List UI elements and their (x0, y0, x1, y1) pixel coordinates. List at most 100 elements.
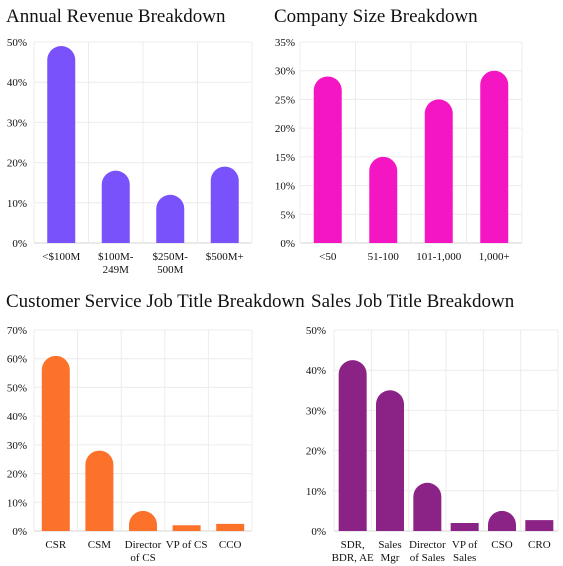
chart-title: Customer Service Job Title Breakdown (6, 291, 305, 312)
x-tick-label: CSO (491, 539, 512, 551)
x-tick-label-line: of CS (130, 552, 155, 564)
x-tick-label-line: SDR, (341, 539, 365, 551)
y-tick-label: 30% (7, 117, 27, 129)
bar (41, 355, 70, 531)
y-tick-label: 40% (7, 411, 27, 423)
y-tick-label: 50% (7, 37, 27, 49)
x-tick-label-line: 51-100 (368, 251, 400, 263)
x-tick-label: Director of Sales (409, 539, 446, 564)
x-tick-label: Director of CS (125, 539, 162, 564)
x-tick-label-line: $500M+ (206, 251, 244, 263)
y-tick-label: 30% (275, 66, 295, 78)
x-tick-label: CRO (528, 539, 551, 551)
chart-title: Sales Job Title Breakdown (311, 291, 515, 312)
x-tick-label-line: 101-1,000 (416, 251, 461, 263)
x-tick-label: Sales Mgr (378, 539, 401, 564)
y-tick-label: 0% (311, 526, 326, 538)
x-tick-label: VP of CS (166, 539, 208, 551)
bar (216, 523, 245, 531)
y-tick-label: 60% (7, 354, 27, 366)
bar (480, 70, 509, 243)
bar (172, 525, 201, 531)
bar (313, 76, 342, 243)
y-tick-label: 15% (275, 152, 295, 164)
y-tick-label: 0% (12, 238, 27, 250)
x-tick-label: CCO (219, 539, 242, 551)
bar (424, 99, 453, 243)
x-tick-label-line: VP of (452, 539, 478, 551)
y-tick-label: 0% (280, 238, 295, 250)
y-tick-label: 20% (306, 446, 326, 458)
x-tick-label-line: <$100M (42, 251, 80, 263)
bar (376, 390, 404, 531)
x-tick-label-line: <50 (319, 251, 337, 263)
x-tick-label: 1,000+ (479, 251, 510, 263)
y-tick-label: 50% (306, 325, 326, 337)
x-tick-label-line: Director (125, 539, 162, 551)
x-tick-label-line: 500M (157, 264, 184, 276)
chart-title: Company Size Breakdown (274, 6, 478, 27)
x-tick-label: VP of Sales (452, 539, 478, 564)
y-tick-label: 20% (7, 158, 27, 170)
x-tick-label: CSM (88, 539, 111, 551)
x-tick-label: SDR, BDR, AE (332, 539, 374, 564)
x-tick-label-line: BDR, AE (332, 552, 374, 564)
y-tick-label: 10% (7, 198, 27, 210)
y-tick-label: 5% (280, 209, 295, 221)
y-tick-label: 40% (7, 77, 27, 89)
x-tick-label-line: 1,000+ (479, 251, 510, 263)
x-tick-label-line: $100M- (98, 251, 134, 263)
x-tick-label-line: CRO (528, 539, 551, 551)
x-tick-label: <$100M (42, 251, 80, 263)
y-tick-label: 10% (275, 181, 295, 193)
bar (129, 510, 157, 531)
y-tick-label: 25% (275, 94, 295, 106)
x-tick-label-line: Director (409, 539, 446, 551)
bar (338, 360, 367, 531)
x-tick-label-line: Sales (453, 552, 476, 564)
x-tick-label-line: VP of CS (166, 539, 208, 551)
x-tick-label-line: Mgr (381, 552, 400, 564)
bar (450, 522, 479, 531)
y-tick-label: 20% (7, 469, 27, 481)
x-tick-label: $100M-249M (98, 251, 134, 276)
bar (156, 194, 185, 243)
x-tick-label-line: CCO (219, 539, 242, 551)
x-tick-label: 101-1,000 (416, 251, 461, 263)
y-tick-label: 30% (7, 440, 27, 452)
bar (85, 450, 114, 531)
bar (488, 510, 516, 531)
x-tick-label-line: CSR (45, 539, 66, 551)
bar (101, 170, 130, 243)
y-tick-label: 70% (7, 325, 27, 337)
x-tick-label-line: 249M (103, 264, 130, 276)
y-tick-label: 30% (306, 405, 326, 417)
bar (413, 482, 442, 531)
x-tick-label: CSR (45, 539, 66, 551)
bar (369, 156, 398, 243)
bar (525, 520, 554, 531)
x-tick-label-line: of Sales (410, 552, 445, 564)
x-tick-label: $500M+ (206, 251, 244, 263)
y-tick-label: 0% (12, 526, 27, 538)
y-tick-label: 10% (7, 497, 27, 509)
y-tick-label: 50% (7, 382, 27, 394)
bar (47, 46, 76, 243)
y-tick-label: 10% (306, 486, 326, 498)
x-tick-label: 51-100 (368, 251, 400, 263)
bar (210, 166, 239, 243)
chart-title: Annual Revenue Breakdown (6, 6, 226, 27)
x-tick-label: $250M-500M (153, 251, 189, 276)
x-tick-label-line: Sales (378, 539, 401, 551)
x-tick-label-line: CSM (88, 539, 111, 551)
x-tick-label: <50 (319, 251, 337, 263)
x-tick-label-line: CSO (491, 539, 512, 551)
y-tick-label: 20% (275, 123, 295, 135)
x-tick-label-line: $250M- (153, 251, 189, 263)
y-tick-label: 40% (306, 365, 326, 377)
